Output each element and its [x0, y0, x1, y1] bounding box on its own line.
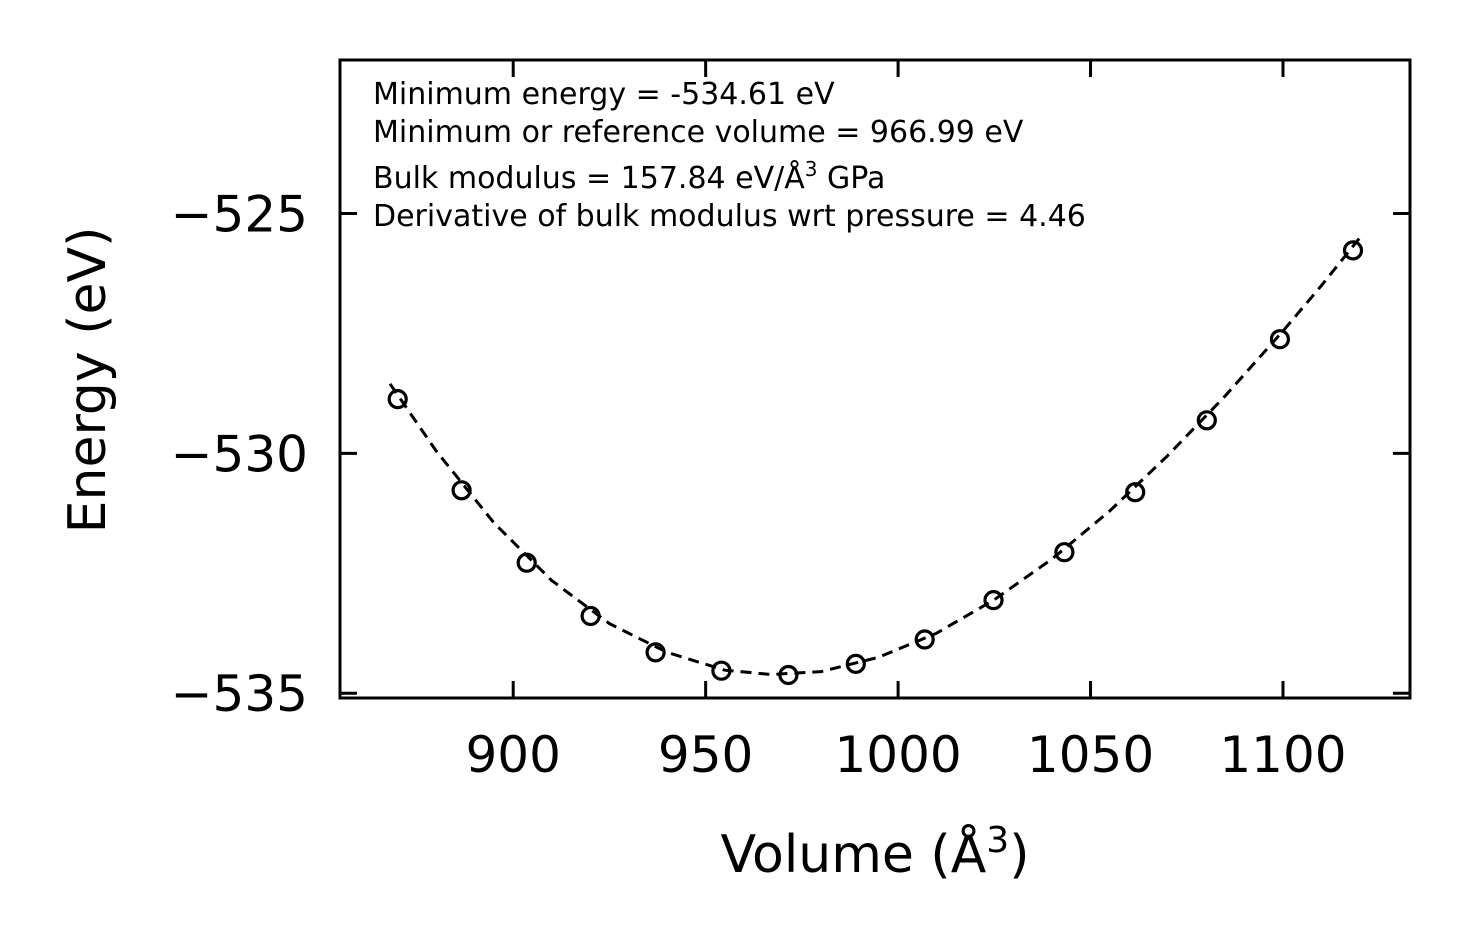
annotation-bulk-modulus-unit: GPa: [818, 161, 886, 196]
x-tick-label: 1100: [1219, 726, 1346, 784]
data-point: [914, 629, 935, 650]
x-axis-label-sup: 3: [986, 820, 1009, 861]
plot-layer: [387, 236, 1364, 686]
data-point: [983, 589, 1004, 611]
data-point: [1054, 542, 1075, 563]
y-tick-label: −535: [171, 665, 308, 723]
annotation-bulk-modulus-text: Bulk modulus = 157.84 eV/Å: [373, 160, 805, 196]
annotation-reference-volume: Minimum or reference volume = 966.99 eV: [373, 115, 1024, 150]
data-point: [387, 389, 408, 410]
data-point: [1342, 240, 1364, 261]
data-point: [1269, 329, 1291, 350]
data-point: [1125, 482, 1146, 503]
data-point: [711, 660, 732, 681]
data-point: [580, 605, 601, 627]
plot-frame: [338, 58, 1412, 700]
data-point: [516, 552, 537, 573]
x-axis-label-close: ): [1009, 825, 1029, 885]
annotation-layer: Minimum energy = -534.61 eV Minimum or r…: [373, 77, 1086, 234]
data-point: [451, 480, 472, 501]
data-point: [778, 664, 799, 686]
label-layer: Volume (Å3) Energy (eV): [58, 227, 1030, 885]
x-axis-label: Volume (Å3): [721, 820, 1030, 885]
x-tick-label: 1000: [834, 726, 961, 784]
x-tick-label: 950: [658, 726, 753, 784]
x-tick-label: 900: [465, 726, 560, 784]
axes-layer: 900 950 1000 1050 1100 −535 −530 −525: [171, 58, 1412, 784]
annotation-bulk-modulus-sup: 3: [805, 157, 818, 181]
annotation-minimum-energy: Minimum energy = -534.61 eV: [373, 77, 835, 112]
y-tick-label: −530: [171, 425, 308, 483]
x-tick-label: 1050: [1027, 726, 1154, 784]
annotation-bulk-modulus: Bulk modulus = 157.84 eV/Å3 GPa: [373, 157, 885, 196]
x-axis-label-text: Volume (Å: [721, 823, 987, 885]
data-point: [845, 653, 866, 675]
data-point: [1196, 410, 1217, 431]
fit-curve: [388, 236, 1362, 677]
y-axis-label: Energy (eV): [58, 227, 118, 534]
annotation-bulk-derivative: Derivative of bulk modulus wrt pressure …: [373, 199, 1086, 234]
data-point: [645, 642, 666, 663]
y-tick-label: −525: [171, 186, 308, 244]
